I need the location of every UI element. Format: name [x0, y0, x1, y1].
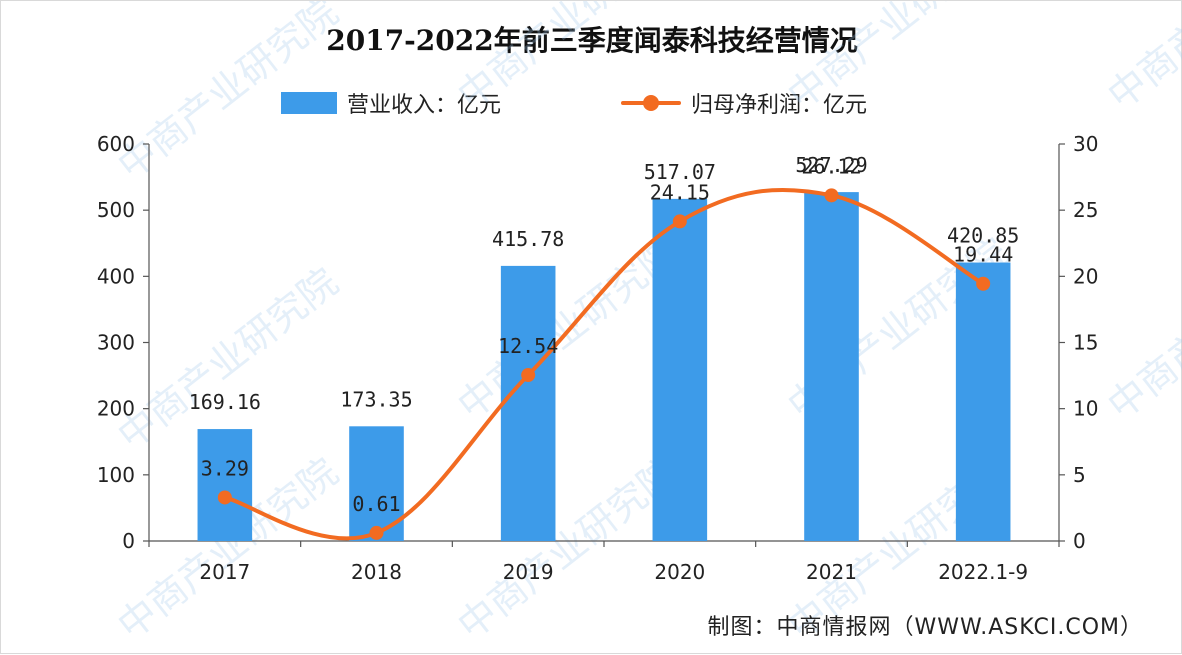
profit-point — [521, 368, 536, 383]
x-tick-label: 2022.1-9 — [938, 560, 1028, 584]
bar-data-label: 415.78 — [492, 227, 564, 251]
y-right-tick-label: 10 — [1073, 397, 1098, 421]
x-tick-label: 2021 — [806, 560, 857, 584]
y-left-tick-label: 500 — [97, 198, 135, 222]
y-right-tick-label: 15 — [1073, 331, 1098, 355]
profit-data-label: 0.61 — [352, 492, 400, 516]
y-left-tick-label: 100 — [97, 463, 135, 487]
profit-data-label: 19.44 — [953, 243, 1013, 267]
legend-label-profit: 归母净利润：亿元 — [691, 93, 868, 118]
bar — [652, 198, 708, 541]
y-left-tick-label: 600 — [97, 132, 135, 156]
bar — [804, 192, 859, 541]
bar — [500, 265, 556, 541]
profit-point — [217, 490, 232, 505]
watermark-text: 中商产业研究院 — [109, 1, 346, 188]
bar — [955, 262, 1011, 541]
legend-swatch-profit — [621, 92, 681, 114]
x-tick-label: 2019 — [503, 560, 554, 584]
source-credit: 制图：中商情报网（WWW.ASKCI.COM） — [707, 615, 1143, 640]
watermark-text: 中商产业研究院 — [1099, 1, 1182, 118]
watermark-text: 中商产业研究院 — [779, 1, 1016, 118]
profit-line — [222, 187, 986, 541]
legend-swatch-revenue — [281, 92, 337, 114]
bar-data-label: 527.29 — [795, 153, 867, 177]
chart-title: 2017-2022年前三季度闻泰科技经营情况 — [326, 24, 858, 57]
profit-data-label: 24.15 — [650, 180, 710, 204]
x-tick-label: 2020 — [654, 560, 705, 584]
profit-point — [824, 188, 839, 203]
profit-data-label: 12.54 — [498, 334, 558, 358]
watermark-text: 中商产业研究院 — [449, 1, 686, 118]
watermark-text: 中商产业研究院 — [449, 450, 686, 648]
bar — [197, 429, 253, 541]
y-right-tick-label: 20 — [1073, 264, 1098, 288]
profit-point — [976, 276, 991, 291]
profit-point — [369, 525, 384, 540]
y-right-tick-label: 25 — [1073, 198, 1098, 222]
y-left-tick-label: 400 — [97, 264, 135, 288]
bar-data-label: 169.16 — [189, 390, 261, 414]
x-tick-label: 2018 — [351, 560, 402, 584]
y-left-tick-label: 200 — [97, 397, 135, 421]
profit-data-label: 3.29 — [201, 456, 249, 480]
y-right-tick-label: 0 — [1073, 529, 1086, 553]
bar-data-label: 173.35 — [340, 387, 412, 411]
profit-data-label: 26.12 — [801, 154, 861, 178]
y-right-tick-label: 5 — [1073, 463, 1086, 487]
watermark-text: 中商产业研究院 — [1099, 230, 1182, 428]
y-left-tick-label: 300 — [97, 331, 135, 355]
bar-data-label: 517.07 — [644, 160, 716, 184]
legend-item-revenue: 营业收入：亿元 — [281, 87, 501, 119]
x-tick-label: 2017 — [199, 560, 250, 584]
y-right-tick-label: 30 — [1073, 132, 1098, 156]
legend-item-profit: 归母净利润：亿元 — [621, 87, 867, 119]
legend: 营业收入：亿元 归母净利润：亿元 — [1, 87, 1182, 123]
profit-point — [672, 214, 687, 229]
legend-label-revenue: 营业收入：亿元 — [347, 93, 502, 118]
bar-data-label: 420.85 — [947, 224, 1019, 248]
watermark-text: 中商产业研究院 — [109, 260, 346, 458]
y-left-tick-label: 0 — [122, 529, 135, 553]
